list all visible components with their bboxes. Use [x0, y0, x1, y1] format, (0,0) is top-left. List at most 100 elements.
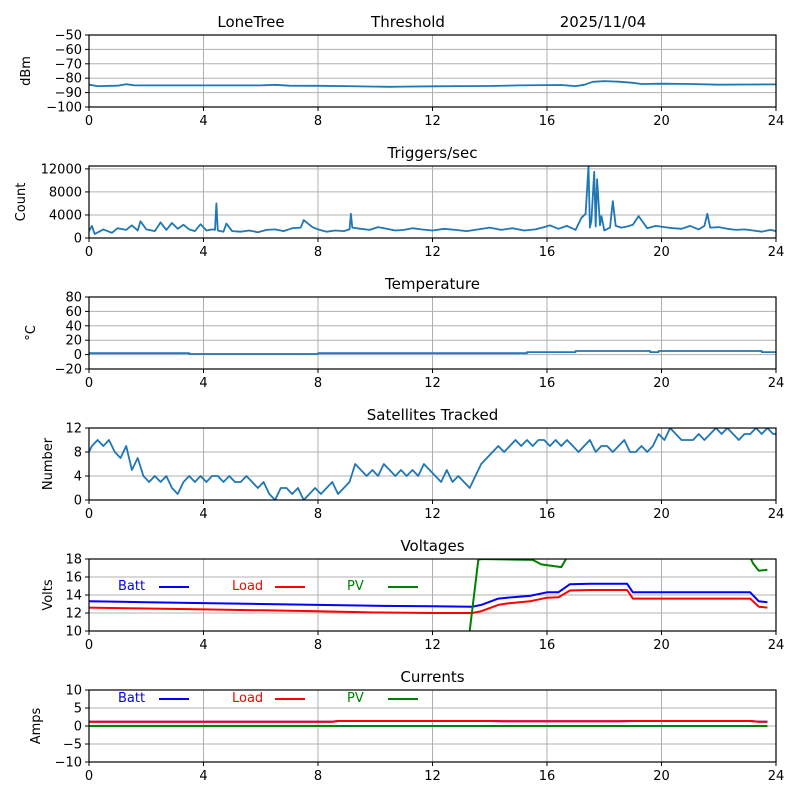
series-group [89, 350, 776, 355]
y-tick-label: 0 [74, 232, 82, 247]
x-tick-label: 20 [653, 638, 670, 653]
y-axis-label: Volts [41, 579, 56, 611]
x-tick-label: 16 [539, 638, 556, 653]
chart-title: Currents [400, 668, 464, 686]
y-tick-label: 18 [65, 553, 82, 568]
series-line-rssi [89, 80, 776, 88]
chart-title: Temperature [384, 275, 480, 293]
y-tick-label: 8 [74, 446, 82, 461]
y-axis-label: Number [41, 437, 56, 490]
x-tick-label: 0 [85, 114, 93, 129]
x-tick-label: 4 [199, 376, 207, 391]
x-tick-label: 24 [768, 638, 785, 653]
x-tick-label: 8 [314, 376, 322, 391]
series-line-pv [468, 559, 768, 631]
panel-rssi: 0 4 8 12 16 20 24 −50−60−70−80−90−100 dBm [19, 29, 784, 130]
y-axis-label: Count [14, 183, 29, 222]
y-tick-label: 5 [74, 702, 82, 717]
y-tick-label: 12 [65, 607, 82, 622]
y-tick-label: 12000 [41, 162, 82, 177]
x-tick-label: 8 [314, 245, 322, 260]
y-tick-label: 4000 [49, 208, 82, 223]
x-tick-label: 4 [199, 507, 207, 522]
y-tick-label: 14 [65, 589, 82, 604]
panel-satellites: 0 4 8 12 16 20 24 12 8 4 0 Satellites Tracked Number [41, 406, 784, 522]
series-group [89, 720, 768, 727]
x-tick-label: 20 [653, 507, 670, 522]
legend: Batt Load PV [118, 691, 418, 706]
x-tick-label: 20 [653, 114, 670, 129]
x-tick-label: 4 [199, 245, 207, 260]
x-tick-label: 12 [424, 507, 441, 522]
series-group [89, 559, 768, 631]
chart-title: Triggers/sec [387, 144, 478, 162]
grid [88, 427, 777, 501]
panel-voltages: 0 4 8 12 16 20 24 18 16 14 12 10 Voltages Volts Batt Lo… [41, 537, 784, 653]
x-tick-label: 24 [768, 245, 785, 260]
y-tick-label: 80 [65, 291, 82, 306]
y-tick-label: −100 [46, 101, 82, 116]
y-tick-label: 0 [74, 348, 82, 363]
x-tick-label: 24 [768, 507, 785, 522]
x-tick-label: 24 [768, 769, 785, 784]
y-axis-label: Amps [29, 707, 44, 744]
x-tick-label: 8 [314, 769, 322, 784]
y-axis-label: dBm [19, 56, 34, 86]
legend-label-batt: Batt [118, 579, 145, 594]
y-tick-label: −10 [55, 756, 82, 771]
x-tick-label: 16 [539, 245, 556, 260]
y-tick-label: 16 [65, 571, 82, 586]
series-line-load [89, 589, 768, 614]
x-tick-label: 20 [653, 769, 670, 784]
x-tick-label: 12 [424, 376, 441, 391]
legend-label-pv: PV [347, 579, 364, 594]
legend: Batt Load PV [118, 579, 418, 594]
series-group [89, 428, 776, 500]
x-tick-label: 12 [424, 638, 441, 653]
x-tick-label: 12 [424, 769, 441, 784]
y-tick-label: −50 [55, 29, 82, 44]
legend-label-load: Load [232, 579, 263, 594]
chart-title: Satellites Tracked [367, 406, 498, 424]
y-tick-label: 0 [74, 494, 82, 509]
y-tick-label: −70 [55, 57, 82, 72]
y-tick-label: 12 [65, 422, 82, 437]
y-tick-label: 10 [65, 625, 82, 640]
x-tick-label: 16 [539, 507, 556, 522]
x-tick-label: 4 [199, 638, 207, 653]
series-line-triggers [89, 166, 776, 235]
grid [88, 558, 777, 632]
y-tick-label: 10 [65, 684, 82, 699]
y-axis-label: °C [24, 325, 39, 341]
series-line-satellites [89, 428, 776, 500]
x-tick-label: 12 [424, 245, 441, 260]
date-label: 2025/11/04 [560, 13, 646, 31]
station-name: LoneTree [217, 13, 284, 31]
series-line-load [89, 720, 768, 723]
x-tick-label: 4 [199, 114, 207, 129]
legend-label-pv: PV [347, 691, 364, 706]
y-tick-label: 0 [74, 720, 82, 735]
x-tick-label: 16 [539, 769, 556, 784]
y-tick-label: 4 [74, 470, 82, 485]
x-tick-label: 8 [314, 114, 322, 129]
x-tick-label: 0 [85, 638, 93, 653]
series-line-batt [89, 582, 768, 608]
y-tick-label: −90 [55, 86, 82, 101]
y-tick-label: 20 [65, 334, 82, 349]
series-group [89, 80, 776, 88]
x-tick-label: 0 [85, 769, 93, 784]
x-tick-label: 16 [539, 114, 556, 129]
panel-currents: 0 4 8 12 16 20 24 10 5 0 −5 −10 Currents Amps Batt Load… [29, 668, 784, 784]
y-tick-label: −60 [55, 43, 82, 58]
x-tick-label: 16 [539, 376, 556, 391]
grid [88, 296, 777, 370]
panel-triggers: 0 4 8 12 16 20 24 12000 8000 4000 0 Triggers/sec Cou… [14, 144, 784, 260]
x-tick-label: 12 [424, 114, 441, 129]
y-tick-label: 40 [65, 319, 82, 334]
x-tick-label: 24 [768, 376, 785, 391]
legend-label-batt: Batt [118, 691, 145, 706]
y-tick-label: −5 [63, 738, 82, 753]
y-tick-label: −80 [55, 72, 82, 87]
x-tick-label: 0 [85, 376, 93, 391]
